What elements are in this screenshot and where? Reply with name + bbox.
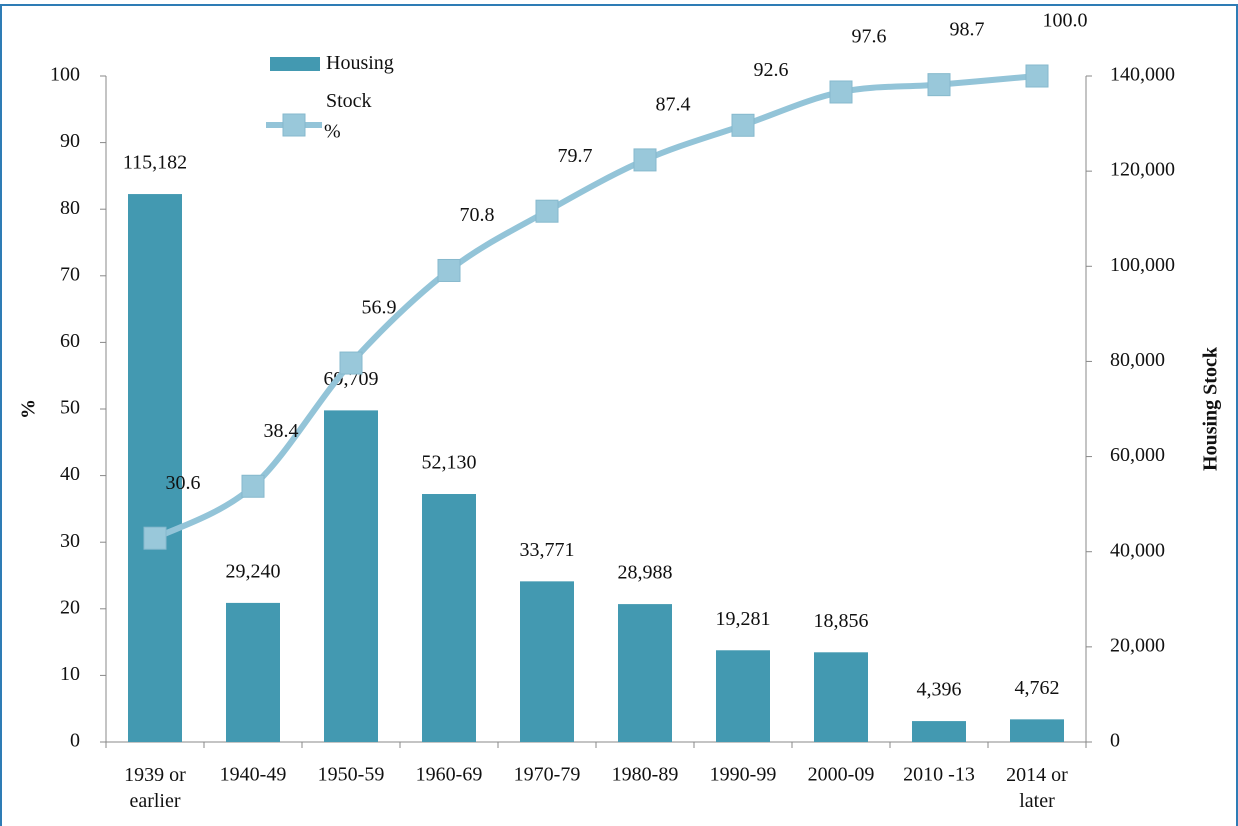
y2-tick-label: 100,000 (1110, 254, 1175, 276)
bar (324, 410, 378, 742)
bar-value-label: 28,988 (618, 562, 673, 584)
line-value-label: 97.6 (852, 26, 887, 48)
line-marker (731, 113, 755, 137)
bar (422, 494, 476, 742)
line (153, 73, 1038, 541)
y-tick-label: 80 (60, 197, 80, 219)
x-tick-label: 1970-79 (514, 764, 581, 786)
y2-tick-label: 60,000 (1110, 444, 1165, 466)
bar-value-label: 69,709 (324, 368, 379, 390)
bar-value-label: 52,130 (422, 452, 477, 474)
y-tick-label: 30 (60, 530, 80, 552)
y-tick-label: 70 (60, 263, 80, 285)
line-marker (535, 199, 559, 223)
line-marker (927, 73, 951, 97)
frame (0, 4, 1238, 826)
y-tick-label: 40 (60, 463, 80, 485)
x-tick-label: 1940-49 (220, 764, 287, 786)
y-tick-label: 10 (60, 663, 80, 685)
legend-label: % (324, 121, 341, 143)
y-axis-label: % (18, 399, 40, 419)
line-value-label: 56.9 (362, 297, 397, 319)
bar (814, 652, 868, 742)
y2-axis-label: Housing Stock (1200, 346, 1222, 471)
bar (912, 721, 966, 742)
y-tick-label: 20 (60, 596, 80, 618)
x-tick-label: 1939 or earlier (124, 764, 186, 812)
bar-value-label: 33,771 (520, 539, 575, 561)
x-tick-label: 1950-59 (318, 764, 385, 786)
x-tick-label: 1980-89 (612, 764, 679, 786)
bar-value-label: 29,240 (226, 560, 281, 582)
line-value-label: 98.7 (950, 18, 985, 40)
x-tick-label: 2014 or later (1006, 764, 1068, 812)
x-tick-label: 1990-99 (710, 764, 777, 786)
y2-tick-label: 40,000 (1110, 539, 1165, 561)
line-marker (143, 526, 167, 550)
line-marker (829, 80, 853, 104)
bar-value-label: 4,396 (917, 679, 962, 701)
y-tick-label: 100 (50, 64, 80, 86)
line-value-label: 30.6 (166, 472, 201, 494)
line-marker (241, 474, 265, 498)
line-marker (633, 148, 657, 172)
y2-tick-label: 0 (1110, 730, 1120, 752)
line-value-label: 70.8 (460, 204, 495, 226)
y2-tick-label: 140,000 (1110, 64, 1175, 86)
bar (618, 604, 672, 742)
y-tick-label: 50 (60, 397, 80, 419)
bar-value-label: 4,762 (1015, 677, 1060, 699)
legend-marker (282, 113, 306, 137)
bar-value-label: 19,281 (716, 608, 771, 630)
bar (1010, 719, 1064, 742)
line-value-label: 79.7 (558, 145, 593, 167)
y2-tick-label: 120,000 (1110, 159, 1175, 181)
bar (226, 602, 280, 742)
line-marker (1025, 64, 1049, 88)
y2-tick-label: 80,000 (1110, 349, 1165, 371)
y-tick-label: 60 (60, 330, 80, 352)
x-tick-label: 1960-69 (416, 764, 483, 786)
line-marker (437, 258, 461, 282)
line-value-label: 87.4 (656, 94, 691, 116)
x-tick-label: 2010 -13 (903, 764, 975, 786)
y-tick-label: 0 (70, 730, 80, 752)
y2-tick-label: 20,000 (1110, 634, 1165, 656)
bar (128, 194, 182, 743)
bar-value-label: 18,856 (814, 610, 869, 632)
y-tick-label: 90 (60, 130, 80, 152)
x-tick-label: 2000-09 (808, 764, 875, 786)
line-marker (339, 351, 363, 375)
bar (716, 650, 770, 742)
line-value-label: 92.6 (754, 59, 789, 81)
legend-swatch (270, 57, 320, 71)
legend-label: Housing Stock (326, 52, 394, 112)
bar (520, 581, 574, 742)
line-value-label: 38.4 (264, 420, 299, 442)
bar-value-label: 115,182 (123, 152, 187, 174)
line-value-label: 100.0 (1043, 10, 1088, 32)
